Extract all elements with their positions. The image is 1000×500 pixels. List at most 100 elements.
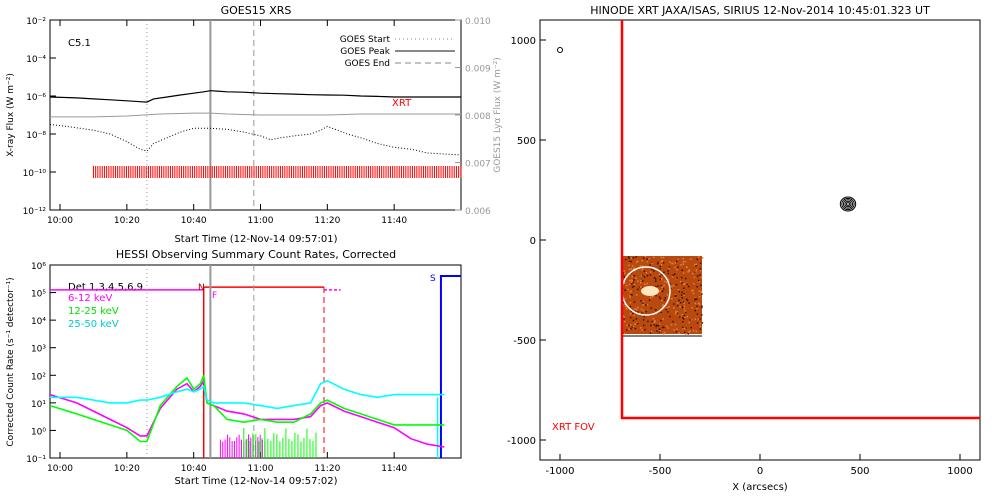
xrt-image-speckle	[699, 322, 702, 325]
xrt-image-speckle	[672, 284, 674, 287]
xrt-image-speckle	[651, 295, 654, 298]
xrt-image-speckle	[678, 290, 680, 293]
map-x-axis: -1000 -500 0 500 1000	[545, 454, 973, 477]
xrt-image-speckle	[645, 310, 647, 313]
xrt-image-speckle	[668, 267, 670, 270]
goes-y2-tick-label: 0.006	[465, 207, 491, 217]
xrt-image-speckle	[682, 261, 685, 263]
goes-y-tick-label: 10⁻¹⁰	[23, 169, 47, 179]
xrt-image-speckle	[665, 308, 667, 311]
xrt-image-speckle	[657, 324, 659, 327]
goes-y2-tick-label: 0.009	[465, 65, 491, 75]
xrt-image-speckle	[696, 298, 698, 300]
xrt-image-speckle	[672, 320, 674, 323]
xrt-image-speckle	[661, 299, 663, 302]
xrt-image-speckle	[632, 268, 635, 271]
xrt-image-speckle	[646, 261, 649, 263]
xrt-image-speckle	[691, 307, 693, 309]
xrt-image-speckle	[635, 294, 638, 296]
legend-goes-peak: GOES Peak	[340, 47, 390, 57]
xrt-image-speckle	[696, 322, 699, 324]
xrt-image-speckle	[641, 274, 644, 277]
xrt-image-speckle	[669, 315, 671, 318]
xrt-image-speckle	[685, 333, 687, 335]
xrt-image-speckle	[629, 283, 631, 285]
xrt-image-speckle	[697, 302, 700, 304]
hessi-x-tick-label: 10:40	[181, 464, 207, 474]
xrt-image-speckle	[678, 299, 680, 302]
goes-series-line	[50, 112, 461, 118]
xrt-image-speckle	[632, 281, 634, 283]
xrt-image-speckle	[686, 266, 688, 268]
xrt-image-speckle	[689, 319, 692, 321]
xrt-image-speckle	[687, 285, 690, 288]
xrt-image-speckle	[659, 268, 661, 270]
goes-y2-tick-label: 0.007	[465, 160, 491, 170]
xrt-image-speckle	[646, 258, 648, 260]
xrt-image-speckle	[635, 318, 638, 320]
xrt-image-speckle	[658, 331, 661, 333]
xrt-image-speckle	[639, 286, 642, 288]
xrt-image-speckle	[670, 286, 673, 288]
xrt-image-speckle	[699, 274, 701, 276]
hessi-y-tick-label: 10⁵	[31, 290, 46, 300]
goes-x-tick-label: 11:00	[248, 216, 274, 226]
xrt-image-speckle	[623, 318, 625, 320]
xrt-image-speckle	[628, 256, 630, 258]
map-content	[557, 20, 980, 420]
xrt-image-speckle	[701, 257, 704, 259]
goes-series	[49, 90, 462, 156]
map-y-axis: 1000 500 0 -500 -1000	[507, 36, 546, 447]
xrt-image-speckle	[672, 274, 674, 276]
xrt-image-speckle	[697, 318, 700, 321]
hessi-flag-bars	[50, 275, 461, 458]
xrt-image-speckle	[628, 268, 631, 271]
xrt-image-speckle	[684, 327, 686, 330]
xrt-image-speckle	[623, 270, 625, 272]
xrt-image-speckle	[700, 284, 702, 287]
xrt-image-speckle	[688, 331, 690, 333]
xrt-image-speckle	[700, 290, 703, 293]
xrt-image-speckle	[645, 304, 647, 306]
xrt-image-speckle	[676, 328, 678, 330]
xrt-image-speckle	[676, 305, 679, 307]
xrt-image-speckle	[699, 318, 701, 320]
xrt-image-speckle	[682, 317, 684, 319]
xrt-image-speckle	[622, 301, 625, 303]
xrt-image-speckle	[658, 328, 661, 330]
map-y-tick-label: -1000	[507, 436, 536, 447]
map-y-tick-label: 500	[517, 136, 536, 147]
xrt-image-speckle	[681, 307, 684, 309]
xrt-image-speckle	[637, 306, 639, 309]
xrt-image-speckle	[624, 297, 626, 300]
xrt-image-speckle	[677, 266, 679, 268]
xrt-image-speckle	[684, 331, 686, 333]
xrt-image-speckle	[701, 293, 703, 295]
xrt-image-speckle	[623, 281, 626, 283]
xrt-image-speckle	[643, 324, 645, 327]
xrt-image-speckle	[698, 296, 701, 298]
xrt-image-speckle	[632, 325, 635, 328]
xrt-image-speckle	[642, 267, 644, 270]
xrt-image-speckle	[642, 309, 645, 312]
xrt-image-speckle	[630, 268, 633, 270]
xrt-image-speckle	[678, 316, 681, 318]
xrt-image-speckle	[645, 272, 648, 274]
xrt-image-speckle	[675, 311, 677, 314]
xrt-coverage-bars	[92, 166, 462, 178]
xrt-image-speckle	[671, 262, 673, 265]
xrt-image-speckle	[649, 332, 652, 334]
legend-12-25: 12-25 keV	[68, 306, 119, 317]
xrt-image-speckle	[642, 300, 645, 303]
goes-y-tick-label: 10⁻²	[26, 17, 46, 27]
xrt-image-speckle	[662, 288, 665, 290]
xrt-image-speckle	[650, 324, 652, 327]
xrt-image-speckle	[663, 271, 665, 274]
xrt-image-speckle	[694, 309, 696, 312]
xrt-image-speckle	[688, 321, 690, 324]
xrt-image-speckle	[682, 257, 684, 260]
xrt-image-speckle	[695, 263, 697, 265]
xrt-image-speckle	[634, 308, 636, 310]
xrt-image-speckle	[692, 329, 695, 332]
